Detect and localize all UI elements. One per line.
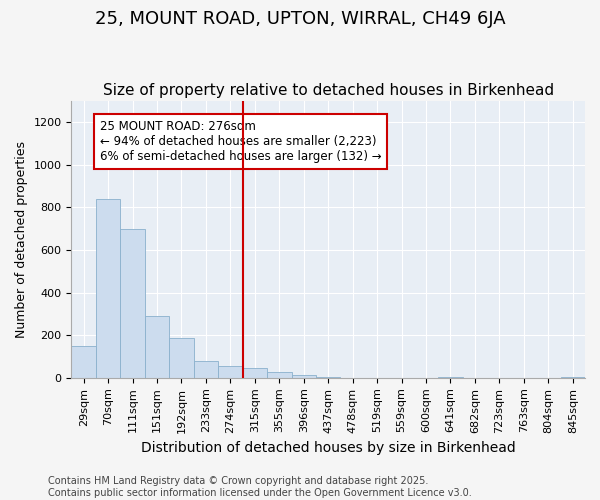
Bar (121, 228, 145, 378)
X-axis label: Distribution of detached houses by size in Birkenhead: Distribution of detached houses by size … (141, 441, 515, 455)
Bar (145, 316, 169, 378)
Bar (267, 372, 292, 378)
Bar (218, 366, 242, 378)
Bar (292, 374, 316, 378)
Text: 25, MOUNT ROAD, UPTON, WIRRAL, CH49 6JA: 25, MOUNT ROAD, UPTON, WIRRAL, CH49 6JA (95, 10, 505, 28)
Bar (316, 377, 340, 378)
Bar (71, 346, 96, 378)
Text: Contains HM Land Registry data © Crown copyright and database right 2025.
Contai: Contains HM Land Registry data © Crown c… (48, 476, 472, 498)
Bar (96, 198, 121, 378)
Bar (438, 377, 463, 378)
Bar (194, 361, 218, 378)
Title: Size of property relative to detached houses in Birkenhead: Size of property relative to detached ho… (103, 83, 554, 98)
Y-axis label: Number of detached properties: Number of detached properties (15, 140, 28, 338)
Bar (242, 368, 267, 378)
Text: 25 MOUNT ROAD: 276sqm
← 94% of detached houses are smaller (2,223)
6% of semi-de: 25 MOUNT ROAD: 276sqm ← 94% of detached … (100, 120, 381, 163)
Bar (560, 377, 585, 378)
Bar (169, 338, 194, 378)
